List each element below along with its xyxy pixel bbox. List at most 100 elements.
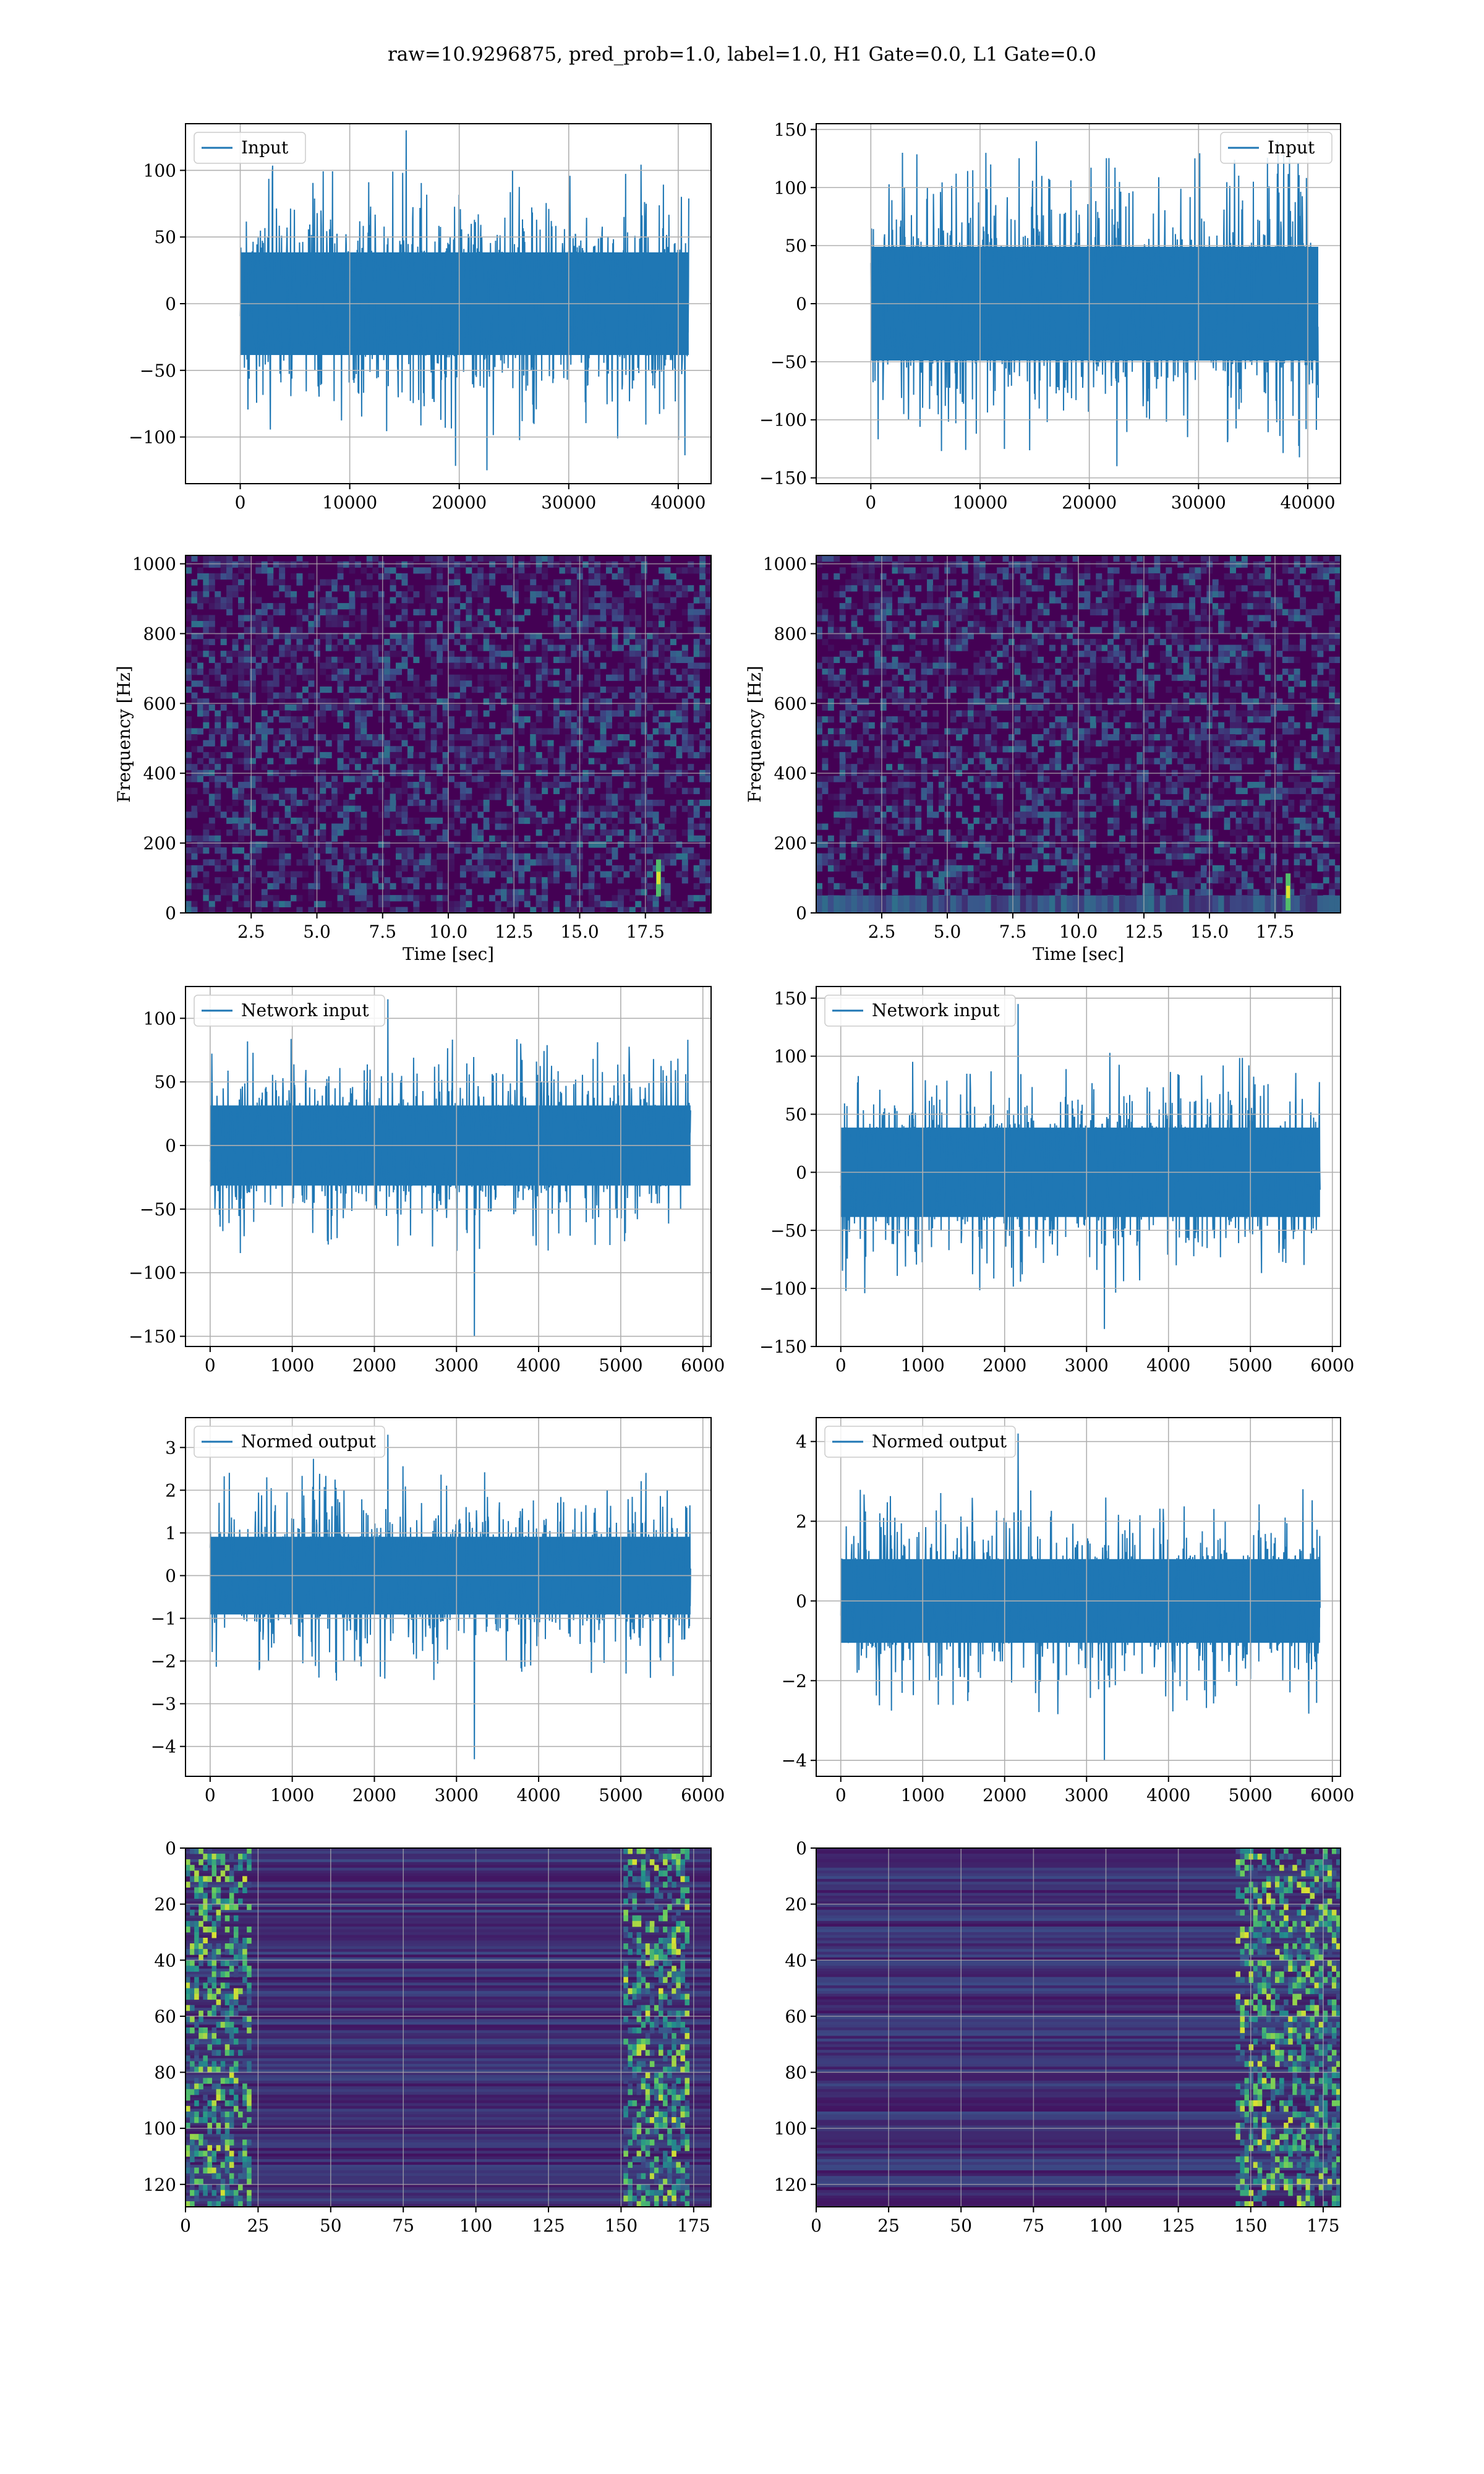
heat-cell [203, 859, 210, 866]
heat-cell [1008, 871, 1015, 878]
heat-cell [973, 853, 980, 860]
heat-cell [1067, 829, 1073, 836]
heat-cell [208, 776, 215, 782]
heat-cell [1189, 573, 1196, 580]
heat-cell [459, 674, 466, 681]
heat-cell [565, 895, 571, 902]
heat-cell [688, 895, 694, 902]
heat-cell [851, 692, 858, 699]
heat-cell [1078, 823, 1085, 830]
heat-cell [827, 847, 834, 854]
heat-cell [255, 651, 262, 657]
heat-cell [419, 776, 425, 782]
heat-cell [459, 633, 466, 640]
heat-cell [565, 698, 571, 705]
heat-cell [1002, 704, 1009, 711]
heat-cell [652, 740, 659, 747]
heat-cell [331, 794, 338, 800]
heat-cell [612, 805, 618, 812]
heat-cell [705, 794, 711, 800]
heat-cell [909, 597, 916, 604]
heat-cell [459, 883, 466, 890]
heat-cell [816, 883, 823, 890]
heat-cell [501, 722, 508, 729]
heat-cell [396, 811, 403, 818]
heat-cell [699, 799, 706, 807]
heat-cell [232, 787, 239, 794]
heat-cell [208, 638, 215, 646]
heat-cell [979, 722, 986, 729]
heat-cell [1113, 555, 1120, 562]
heat-cell [962, 728, 968, 735]
heat-cell [839, 740, 846, 747]
heat-cell [477, 853, 484, 860]
heat-cell [1084, 787, 1091, 794]
heat-cell [284, 704, 291, 711]
heat-cell [1026, 805, 1033, 812]
heat-cell [1055, 704, 1062, 711]
heat-cell [535, 871, 542, 878]
heat-cell [1038, 633, 1044, 640]
heat-cell [1002, 853, 1009, 860]
heat-cell [208, 799, 215, 807]
heat-cell [1183, 764, 1190, 771]
heat-cell [407, 895, 414, 902]
heat-cell [454, 561, 461, 568]
heat-cell [448, 823, 455, 830]
heat-cell [705, 651, 711, 657]
heat-cell [629, 853, 636, 860]
heat-cell [226, 859, 233, 866]
heat-cell [535, 728, 542, 735]
heat-cell [1166, 567, 1172, 574]
heat-cell [962, 782, 968, 789]
heat-cell [1107, 644, 1114, 651]
heat-cell [676, 579, 683, 586]
heat-cell [261, 794, 268, 800]
heat-cell [407, 817, 414, 824]
heat-cell [863, 669, 869, 675]
heat-cell [1049, 555, 1055, 562]
heat-cell [834, 573, 840, 580]
heat-cell [343, 644, 350, 651]
heat-cell [997, 603, 1004, 610]
heat-cell [699, 644, 706, 651]
heat-cell [191, 746, 198, 753]
heat-cell [699, 561, 706, 568]
heat-cell [1049, 841, 1055, 848]
heat-cell [1060, 651, 1067, 657]
heat-cell [997, 847, 1004, 854]
heat-cell [659, 644, 665, 651]
heat-cell [459, 871, 466, 878]
heat-cell [1154, 794, 1161, 800]
heat-cell [1189, 698, 1196, 705]
heat-cell [512, 901, 519, 907]
heat-cell [681, 847, 688, 854]
heat-cell [676, 907, 683, 913]
heat-cell [571, 591, 578, 598]
heat-cell [483, 841, 490, 848]
heat-cell [483, 805, 490, 812]
heat-cell [816, 722, 823, 729]
heat-cell [921, 746, 927, 753]
heat-cell [413, 835, 420, 842]
heat-cell [856, 710, 863, 717]
heat-cell [839, 829, 846, 836]
heat-cell [466, 615, 472, 622]
heat-cell [839, 686, 846, 693]
heat-cell [296, 573, 303, 580]
heat-cell [215, 692, 221, 699]
heat-cell [617, 907, 624, 913]
heat-cell [337, 615, 344, 622]
heat-cell [1020, 585, 1026, 592]
heat-cell [623, 751, 630, 759]
heat-cell [296, 859, 303, 866]
heat-cell [559, 686, 566, 693]
heat-cell [1031, 847, 1038, 854]
heat-cell [1026, 829, 1033, 836]
heat-cell [208, 704, 215, 711]
heat-cell [1055, 889, 1062, 896]
heat-cell [1067, 603, 1073, 610]
heat-cell [927, 829, 934, 836]
heat-cell [203, 722, 210, 729]
heat-cell [320, 734, 326, 741]
